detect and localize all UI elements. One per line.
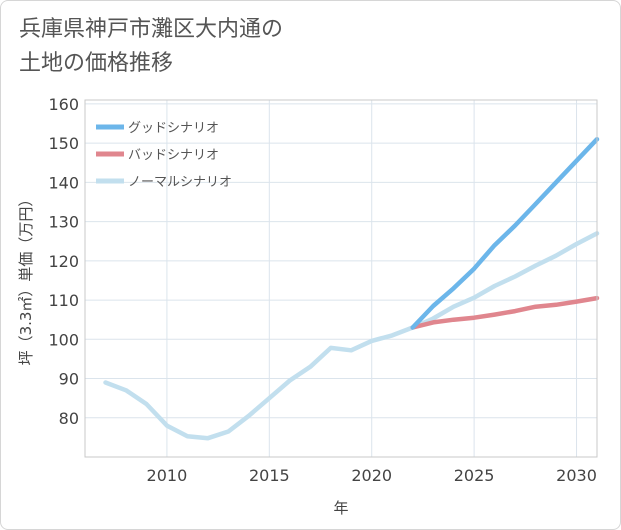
chart-title: 兵庫県神戸市灘区大内通の 土地の価格推移 <box>19 13 283 81</box>
x-tick-label: 2020 <box>351 466 392 485</box>
y-tick-label: 150 <box>48 134 79 153</box>
x-tick-labels: 2010 2015 2020 2025 2030 <box>147 466 597 485</box>
legend-label: グッドシナリオ <box>128 121 219 136</box>
y-axis-label: 坪（3.3㎡）単価（万円） <box>17 192 35 366</box>
series-line-2 <box>410 295 600 330</box>
x-tick-label: 2025 <box>454 466 495 485</box>
series-lines <box>103 136 600 441</box>
x-tick-label: 2030 <box>556 466 597 485</box>
y-tick-label: 160 <box>48 95 79 114</box>
legend-label: バッドシナリオ <box>128 148 219 163</box>
series-line-3 <box>103 231 600 441</box>
y-tick-label: 90 <box>59 370 79 389</box>
plot-frame <box>84 99 598 458</box>
series-line-1 <box>410 136 600 330</box>
y-tick-label: 140 <box>48 173 79 192</box>
y-tick-labels: 80 90 100 110 120 130 140 150 160 <box>48 95 79 428</box>
y-tick-label: 120 <box>48 252 79 271</box>
chart-title-line-2: 土地の価格推移 <box>19 51 174 76</box>
y-tick-label: 80 <box>59 409 79 428</box>
x-tick-label: 2015 <box>249 466 290 485</box>
x-axis-label: 年 <box>333 499 348 517</box>
y-tick-label: 110 <box>48 291 79 310</box>
legend-label: ノーマルシナリオ <box>128 175 232 190</box>
grid-lines <box>85 100 597 457</box>
y-tick-label: 100 <box>48 330 79 349</box>
chart-title-line-1: 兵庫県神戸市灘区大内通の <box>19 17 284 42</box>
y-tick-label: 130 <box>48 213 79 232</box>
x-tick-label: 2010 <box>147 466 188 485</box>
